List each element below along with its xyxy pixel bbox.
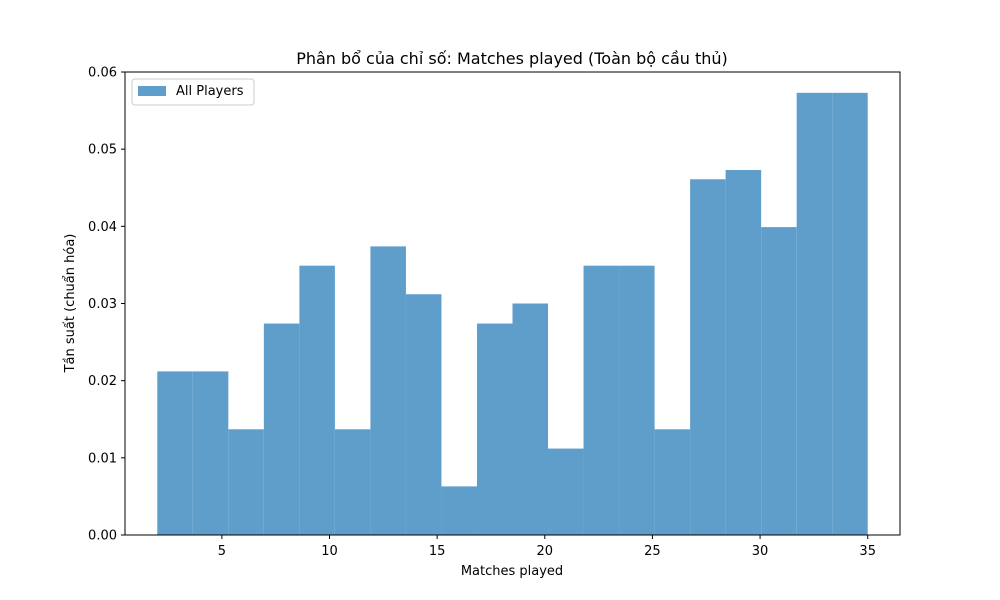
legend-swatch <box>138 86 166 96</box>
histogram-bar-18 <box>796 92 833 536</box>
x-tick-label: 20 <box>537 544 554 559</box>
histogram-bar-9 <box>476 323 513 535</box>
x-tick-label: 10 <box>321 544 338 559</box>
histogram-bar-7 <box>405 294 442 535</box>
legend: All Players <box>131 78 255 106</box>
x-axis-label: Matches played <box>461 564 563 579</box>
histogram-bar-3 <box>263 323 300 535</box>
y-tick-label: 0.02 <box>88 374 117 389</box>
y-tick-label: 0.06 <box>88 66 117 81</box>
histogram-bar-12 <box>583 265 620 535</box>
histogram-bar-11 <box>548 448 584 535</box>
histogram-bar-15 <box>690 179 726 536</box>
y-tick-label: 0.03 <box>88 297 117 312</box>
histogram-bar-6 <box>370 246 406 535</box>
x-tick-label: 35 <box>859 544 876 559</box>
y-axis-ticks: 0.00 0.01 0.02 0.03 0.04 0.05 0.06 <box>88 66 125 544</box>
x-axis-ticks: 5 10 15 20 25 30 35 <box>218 535 876 559</box>
legend-box <box>131 78 255 106</box>
histogram-bar-14 <box>654 429 691 535</box>
histogram-bar-0 <box>157 371 193 535</box>
y-tick-label: 0.04 <box>88 220 117 235</box>
histogram-bar-13 <box>619 265 655 535</box>
histogram-bar-19 <box>832 92 868 536</box>
histogram-bar-10 <box>512 303 549 535</box>
x-tick-label: 5 <box>218 544 226 559</box>
chart-title: Phân bổ của chỉ số: Matches played (Toàn… <box>296 49 728 68</box>
histogram-bar-1 <box>192 371 229 535</box>
y-tick-label: 0.01 <box>88 451 117 466</box>
y-tick-label: 0.05 <box>88 143 117 158</box>
histogram-bar-4 <box>299 265 335 535</box>
histogram-bar-2 <box>228 429 264 535</box>
histogram-bar-8 <box>441 486 477 535</box>
x-tick-label: 30 <box>752 544 769 559</box>
histogram-bar-16 <box>725 170 762 536</box>
histogram-bar-17 <box>761 227 797 536</box>
x-tick-label: 25 <box>644 544 661 559</box>
y-tick-label: 0.00 <box>88 529 117 544</box>
x-tick-label: 15 <box>429 544 446 559</box>
legend-label: All Players <box>176 84 244 99</box>
y-axis-label: Tần suất (chuẩn hóa) <box>63 234 78 374</box>
bars-group <box>157 92 868 536</box>
histogram-bar-5 <box>334 429 371 535</box>
